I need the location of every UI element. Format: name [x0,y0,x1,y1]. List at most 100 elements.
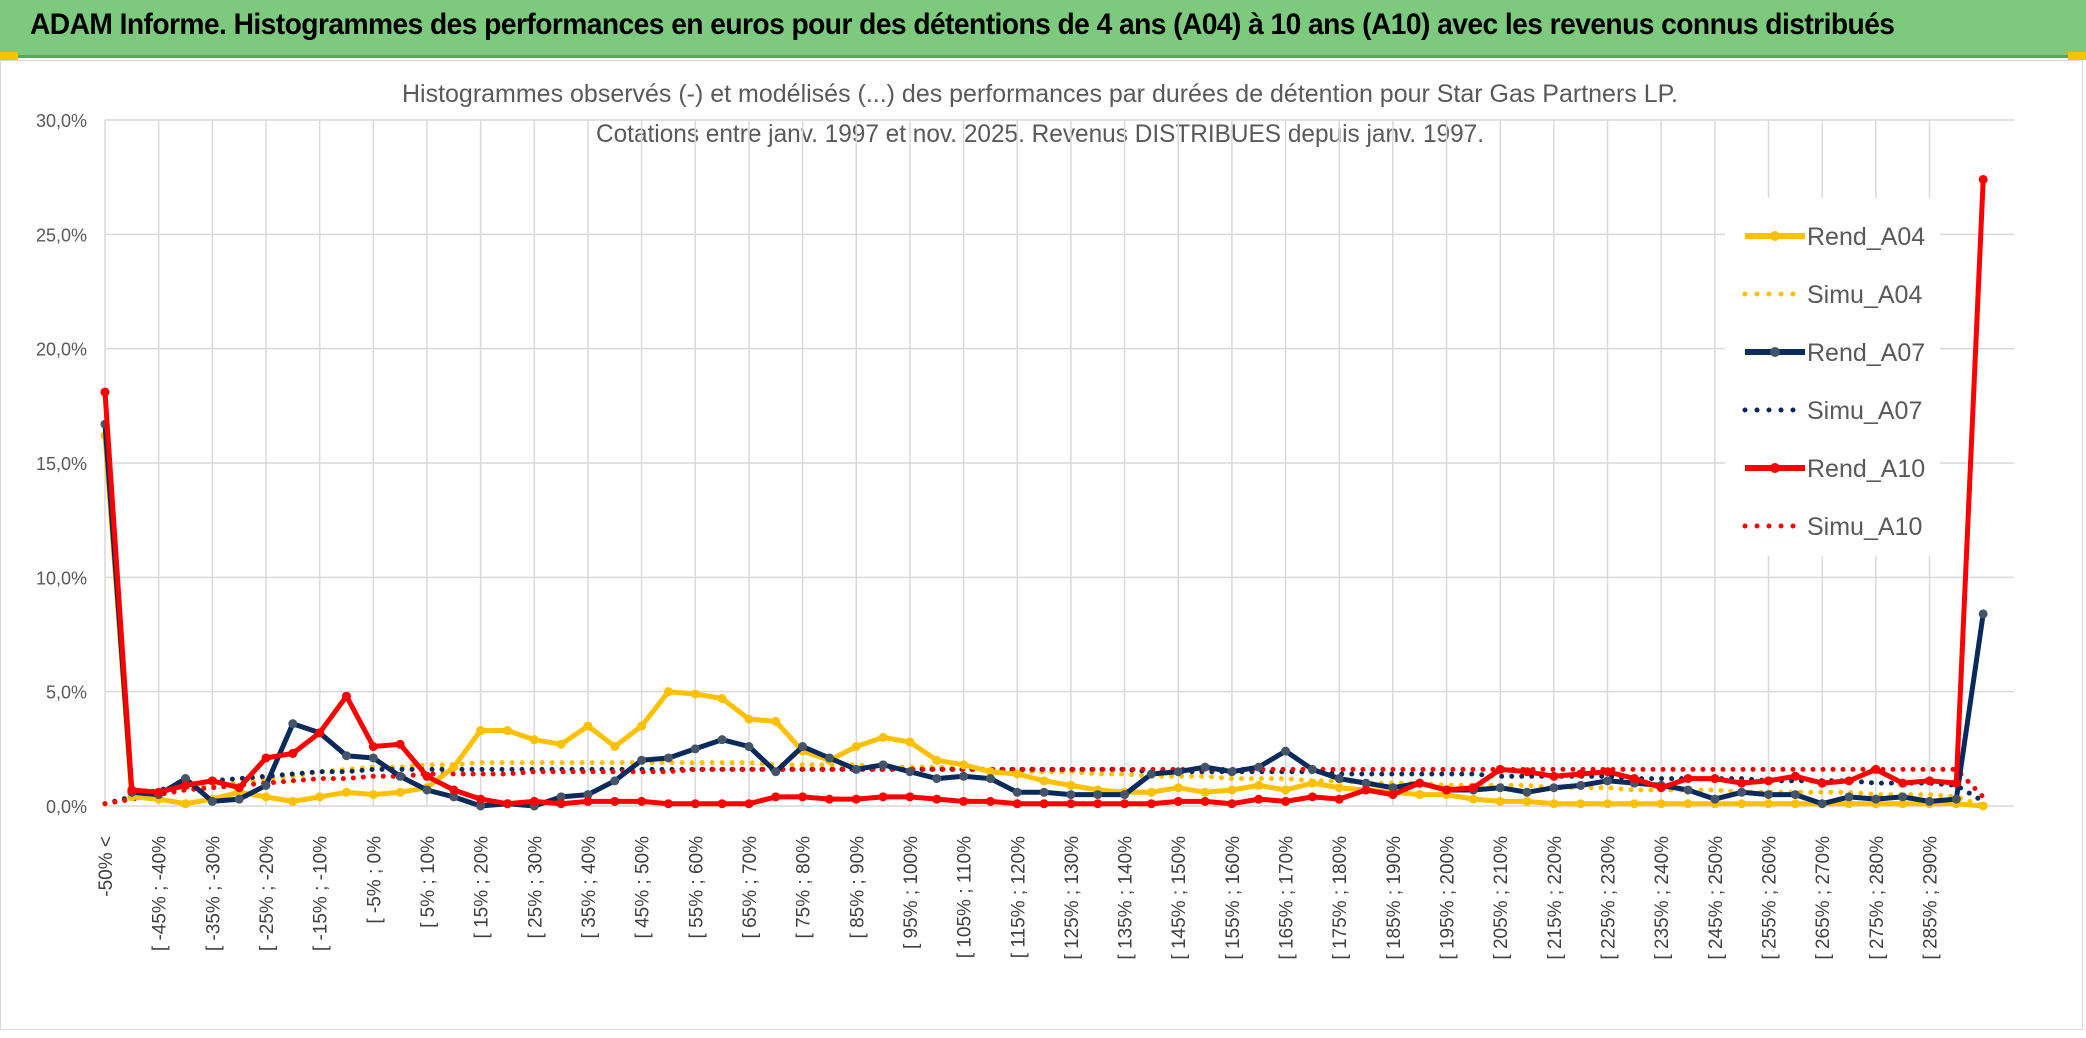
x-tick-label: [ 45% ; 50% [633,836,654,939]
data-point [1093,790,1103,800]
x-tick-label: [ 125% ; 130% [1062,836,1083,960]
x-tick-label: [ 175% ; 180% [1330,836,1351,960]
data-point [341,691,351,701]
data-point [717,799,727,809]
data-point [1737,787,1747,797]
data-point [905,737,915,747]
data-point [932,755,942,765]
data-point [261,753,271,763]
data-point [583,721,593,731]
y-tick-label: 5,0% [46,683,87,703]
x-tick-label: [ 275% ; 280% [1867,836,1888,960]
data-point [395,787,405,797]
data-point [1844,776,1854,786]
series-simu-a10 [102,766,1986,807]
legend-label: Simu_A07 [1807,397,1922,425]
data-point [1549,771,1559,781]
y-tick-label: 30,0% [36,111,87,131]
data-point [1012,769,1022,779]
data-point [690,799,700,809]
data-point [1898,799,1908,809]
data-point [1388,783,1398,793]
data-point [1120,790,1130,800]
data-point [1764,799,1774,809]
data-point [1629,774,1639,784]
data-point [1468,794,1478,804]
data-point [315,728,325,738]
data-point [1012,799,1022,809]
data-point [127,785,137,795]
y-tick-label: 15,0% [36,454,87,474]
report-title: ADAM Informe. Histogrammes des performan… [30,8,1895,41]
data-point [1790,799,1800,809]
data-point [1817,778,1827,788]
data-point [1066,780,1076,790]
data-point [1790,771,1800,781]
data-point [1522,796,1532,806]
legend-label: Simu_A04 [1807,281,1922,309]
y-tick-label: 20,0% [36,340,87,360]
x-tick-label: [ 15% ; 20% [472,836,493,939]
data-point [878,732,888,742]
data-point [637,721,647,731]
data-point [261,780,271,790]
data-point [180,780,190,790]
data-point [1388,790,1398,800]
data-point [1039,787,1049,797]
legend: Rend_A04 Simu_A04 Rend_A07 Simu_A07 Rend_A10… [1742,223,1925,541]
data-point [1978,801,1988,811]
data-point [744,742,754,752]
data-point [288,796,298,806]
data-point [905,767,915,777]
data-point [1844,799,1854,809]
series-line [102,179,1986,807]
series-line [102,435,1984,809]
data-point [717,694,727,704]
x-tick-label: [ 285% ; 290% [1921,836,1942,960]
data-point [1254,780,1264,790]
data-point [1522,767,1532,777]
x-tick-label: [ 235% ; 240% [1652,836,1673,960]
x-tick-label: [ 245% ; 250% [1706,836,1727,960]
legend-item-simu-a07: Simu_A07 [1742,397,1922,425]
data-point [851,794,861,804]
data-point [1173,783,1183,793]
data-point [1200,796,1210,806]
data-point [1066,790,1076,800]
data-point [1039,799,1049,809]
data-point [395,739,405,749]
data-point [368,742,378,752]
series-line [102,766,1986,807]
chart-subtitle: Cotations entre janv. 1997 et nov. 2025.… [596,120,1484,148]
report-banner: ADAM Informe. Histogrammes des performan… [0,0,2086,58]
x-tick-label: [ 185% ; 190% [1384,836,1405,960]
data-point [1710,774,1720,784]
data-point [341,751,351,761]
legend-box [1725,198,1940,556]
data-point [1764,790,1774,800]
data-point [1307,764,1317,774]
data-point [1361,778,1371,788]
data-point [798,792,808,802]
chart-area: Histogrammes observés (-) et modélisés (… [0,60,2086,1033]
data-point [180,799,190,809]
data-point [851,742,861,752]
data-point [1898,792,1908,802]
data-point [422,771,432,781]
data-point [288,748,298,758]
data-point [502,726,512,736]
data-point [234,783,244,793]
data-point [1603,799,1613,809]
data-point [824,753,834,763]
x-tick-label: [ 25% ; 30% [525,836,546,939]
data-point [1576,780,1586,790]
data-point [1683,774,1693,784]
series-rend-a04 [100,431,1988,811]
data-point [1951,778,1961,788]
x-tick-label: [ -45% ; -40% [150,836,171,951]
data-point [1629,799,1639,809]
data-point [529,735,539,745]
x-tick-label: [ 165% ; 170% [1277,836,1298,960]
data-point [556,792,566,802]
x-tick-label: [ 265% ; 270% [1813,836,1834,960]
